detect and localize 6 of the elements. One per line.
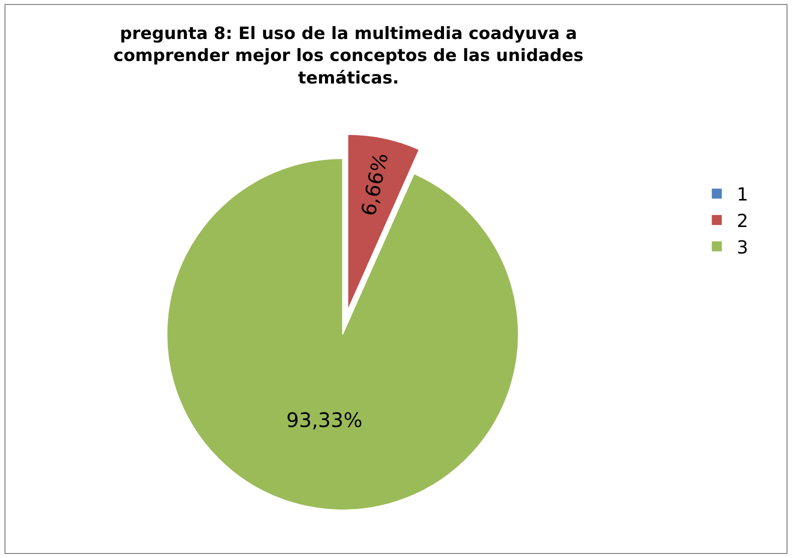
chart-title: pregunta 8: El uso de la multimedia coadyuva a comprender mejor los conceptos de las unidades temáticas. (113, 24, 584, 88)
data-label: 93,33% (286, 408, 363, 432)
legend-label: 1 (736, 184, 748, 206)
legend-label: 3 (736, 237, 748, 258)
data-label: 6,66% (356, 150, 393, 218)
legend-label: 2 (736, 211, 748, 232)
